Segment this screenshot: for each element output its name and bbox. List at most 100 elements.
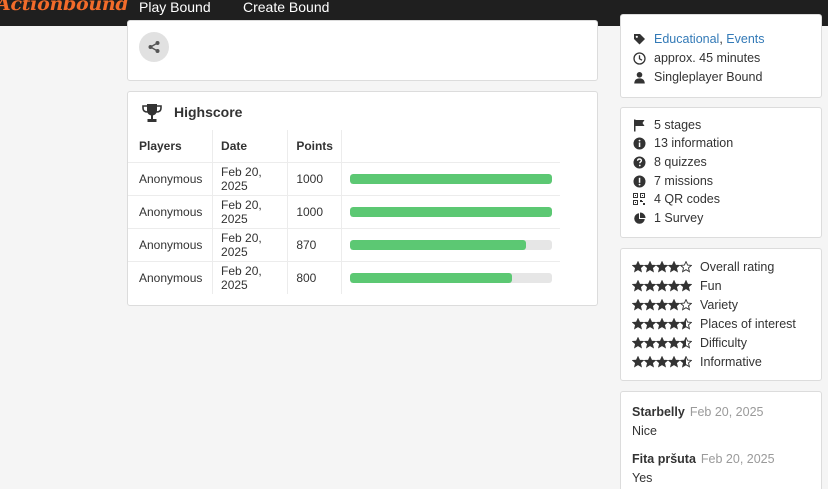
column-bar xyxy=(341,130,560,162)
review-author[interactable]: Starbelly xyxy=(632,405,685,419)
actionbound-logo[interactable]: Actionbound xyxy=(0,0,129,15)
star-full-icon xyxy=(644,337,656,349)
score-bar-fill xyxy=(350,272,512,283)
question-icon xyxy=(632,155,646,169)
star-half-icon xyxy=(680,337,692,349)
rating-row-difficulty: Difficulty xyxy=(632,336,747,350)
stages-row: 5 stages xyxy=(632,118,701,132)
score-bar-fill xyxy=(350,239,526,250)
missions-text: 7 missions xyxy=(654,174,714,188)
score-points: 870 xyxy=(287,227,342,261)
star-half-icon xyxy=(680,318,692,330)
highscore-card: Highscore Players Date Points Anonymous … xyxy=(127,91,598,306)
star-rating xyxy=(632,261,692,273)
star-empty-icon xyxy=(680,261,692,273)
quizzes-text: 8 quizzes xyxy=(654,155,707,169)
review-item: Fita pršuta Feb 20, 2025 xyxy=(632,452,775,466)
review-author[interactable]: Fita pršuta xyxy=(632,452,696,466)
star-full-icon xyxy=(656,299,668,311)
player-name: Anonymous xyxy=(128,161,213,195)
nav-create-bound[interactable]: Create Bound xyxy=(243,0,330,15)
star-full-icon xyxy=(632,337,644,349)
qr-code-icon xyxy=(632,192,646,206)
score-bar xyxy=(350,206,552,217)
information-text: 13 information xyxy=(654,136,734,150)
categories-row: Educational, Events xyxy=(632,32,765,46)
score-date: Feb 20, 2025 xyxy=(212,194,288,228)
score-bar xyxy=(350,173,552,184)
rating-row-variety: Variety xyxy=(632,298,738,312)
star-rating xyxy=(632,280,692,292)
mode-row: Singleplayer Bound xyxy=(632,70,762,84)
table-row: Anonymous Feb 20, 2025 1000 xyxy=(128,161,560,195)
score-points: 800 xyxy=(287,260,342,294)
star-rating xyxy=(632,356,692,368)
star-full-icon xyxy=(680,280,692,292)
info-icon xyxy=(632,136,646,150)
review-item: Starbelly Feb 20, 2025 xyxy=(632,405,763,419)
table-row: Anonymous Feb 20, 2025 870 xyxy=(128,227,560,261)
missions-row: 7 missions xyxy=(632,174,713,188)
star-full-icon xyxy=(656,280,668,292)
star-full-icon xyxy=(656,356,668,368)
survey-text: 1 Survey xyxy=(654,211,704,225)
score-date: Feb 20, 2025 xyxy=(212,260,288,294)
duration-text: approx. 45 minutes xyxy=(654,51,761,65)
info-card: Educational, Events approx. 45 minutes S… xyxy=(620,14,822,98)
qr-codes-row: 4 QR codes xyxy=(632,192,720,206)
nav-play-bound[interactable]: Play Bound xyxy=(139,0,211,15)
score-date: Feb 20, 2025 xyxy=(212,161,288,195)
category-educational-link[interactable]: Educational xyxy=(654,32,720,46)
rating-row-fun: Fun xyxy=(632,279,722,293)
star-full-icon xyxy=(644,318,656,330)
pie-chart-icon xyxy=(632,211,646,225)
star-full-icon xyxy=(632,318,644,330)
trophy-icon xyxy=(142,104,162,122)
survey-row: 1 Survey xyxy=(632,211,703,225)
player-name: Anonymous xyxy=(128,260,213,294)
star-full-icon xyxy=(656,337,668,349)
flag-icon xyxy=(632,118,646,132)
stages-text: 5 stages xyxy=(654,118,702,132)
player-name: Anonymous xyxy=(128,227,213,261)
star-full-icon xyxy=(668,299,680,311)
share-card xyxy=(127,20,598,81)
rating-row-informative: Informative xyxy=(632,355,762,369)
rating-row-places: Places of interest xyxy=(632,317,796,331)
review-text: Yes xyxy=(632,471,653,485)
information-row: 13 information xyxy=(632,136,733,150)
rating-label: Overall rating xyxy=(700,260,775,274)
score-bar xyxy=(350,239,552,250)
exclamation-icon xyxy=(632,174,646,188)
star-half-icon xyxy=(680,356,692,368)
score-bar-fill xyxy=(350,206,552,217)
column-date: Date xyxy=(212,130,288,162)
review-text: Nice xyxy=(632,424,658,438)
star-full-icon xyxy=(644,261,656,273)
category-separator: , xyxy=(719,32,723,46)
score-bar xyxy=(350,272,552,283)
star-full-icon xyxy=(656,261,668,273)
review-date: Feb 20, 2025 xyxy=(700,452,775,466)
clock-icon xyxy=(632,51,646,65)
stats-card: 5 stages 13 information 8 quizzes 7 miss… xyxy=(620,107,822,238)
star-full-icon xyxy=(644,356,656,368)
score-bar-fill xyxy=(350,173,552,184)
rating-label: Places of interest xyxy=(700,317,796,331)
score-date: Feb 20, 2025 xyxy=(212,227,288,261)
rating-label: Variety xyxy=(700,298,738,312)
category-events-link[interactable]: Events xyxy=(726,32,765,46)
column-players: Players xyxy=(139,138,182,153)
star-rating xyxy=(632,299,692,311)
rating-label: Informative xyxy=(700,355,762,369)
rating-label: Difficulty xyxy=(700,336,748,350)
ratings-card: Overall rating Fun Variety Places of int… xyxy=(620,248,822,381)
star-full-icon xyxy=(668,280,680,292)
share-button[interactable] xyxy=(139,32,169,62)
star-full-icon xyxy=(632,356,644,368)
table-row: Anonymous Feb 20, 2025 800 xyxy=(128,260,560,294)
star-rating xyxy=(632,337,692,349)
mode-text: Singleplayer Bound xyxy=(654,70,763,84)
star-full-icon xyxy=(668,356,680,368)
user-icon xyxy=(632,70,646,84)
